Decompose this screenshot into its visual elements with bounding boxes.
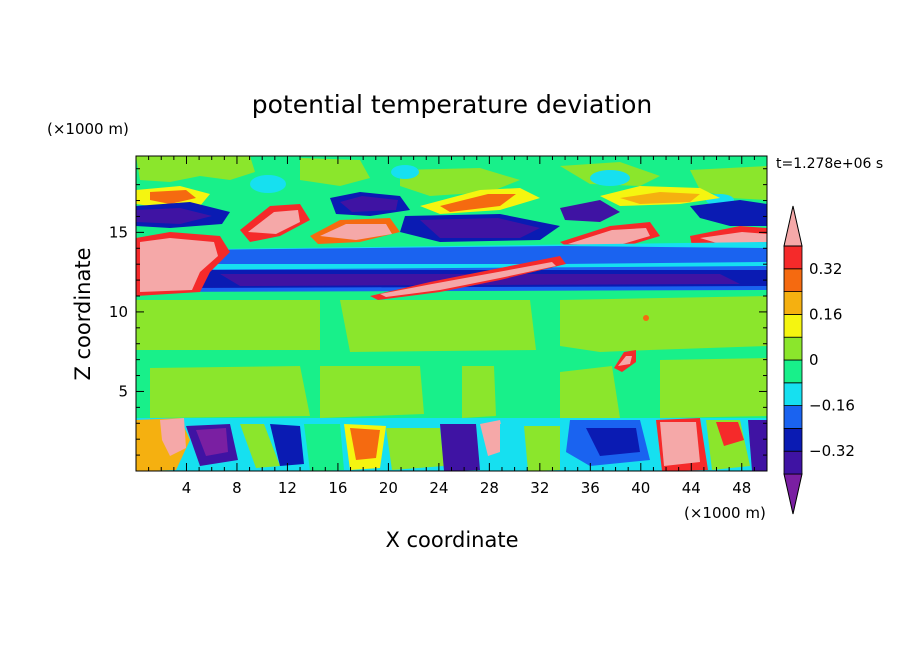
y-tick-label: 10 <box>109 303 128 321</box>
upper-yellow-orange <box>136 186 720 214</box>
colorbar-swatch <box>783 245 803 270</box>
y-unit-label: (×1000 m) <box>47 120 129 138</box>
colorbar-swatch <box>783 450 803 475</box>
colorbar-extend-low <box>783 473 803 515</box>
colorbar-label: 0.32 <box>809 260 842 278</box>
x-tick-label: 40 <box>631 479 650 497</box>
colorbar-swatch <box>783 382 803 406</box>
left-warm-blob <box>136 232 230 296</box>
x-tick-label: 20 <box>379 479 398 497</box>
y-axis: 5 10 15 <box>109 168 767 456</box>
colorbar: 0.32 0.16 0 −0.16 −0.32 <box>783 205 855 515</box>
time-label: t=1.278e+06 s <box>776 156 883 172</box>
y-tick-label: 15 <box>109 223 128 241</box>
upper-negative-blobs <box>136 192 767 242</box>
x-tick-label: 4 <box>182 479 192 497</box>
x-tick-label: 36 <box>581 479 600 497</box>
colorbar-label: −0.16 <box>809 397 855 415</box>
colorbar-swatch <box>783 268 803 292</box>
sloping-warm-streak <box>370 256 566 300</box>
colorbar-label: 0 <box>809 351 819 369</box>
x-axis-title: X coordinate <box>385 528 518 552</box>
x-tick-label: 44 <box>682 479 701 497</box>
upper-cyan-patches <box>250 165 734 206</box>
y-axis-title: Z coordinate <box>71 247 95 380</box>
x-unit-label: (×1000 m) <box>684 504 766 522</box>
colorbar-swatch <box>783 405 803 429</box>
colorbar-label: 0.16 <box>809 305 842 323</box>
x-tick-label: 16 <box>328 479 347 497</box>
colorbar-swatch <box>783 427 803 452</box>
contour-field <box>136 156 767 471</box>
mid-small-warm <box>614 315 649 372</box>
x-tick-label: 48 <box>732 479 751 497</box>
colorbar-swatch <box>783 336 803 361</box>
x-tick-label: 28 <box>480 479 499 497</box>
x-tick-label: 32 <box>530 479 549 497</box>
colorbar-swatch <box>783 359 803 384</box>
boundary-layer-structure <box>136 418 767 471</box>
colorbar-label: −0.32 <box>809 442 855 460</box>
chart-title: potential temperature deviation <box>252 90 652 119</box>
mid-light-green-patches <box>136 296 767 418</box>
colorbar-swatch <box>783 291 803 315</box>
colorbar-extend-high <box>783 205 803 247</box>
x-tick-label: 12 <box>278 479 297 497</box>
upper-light-green-patches <box>136 156 767 200</box>
x-tick-label: 8 <box>232 479 242 497</box>
y-tick-label: 5 <box>118 382 128 400</box>
x-axis: 4 8 12 16 20 24 28 32 36 40 44 48 <box>148 156 755 497</box>
colorbar-swatch <box>783 313 803 338</box>
x-tick-label: 24 <box>429 479 448 497</box>
